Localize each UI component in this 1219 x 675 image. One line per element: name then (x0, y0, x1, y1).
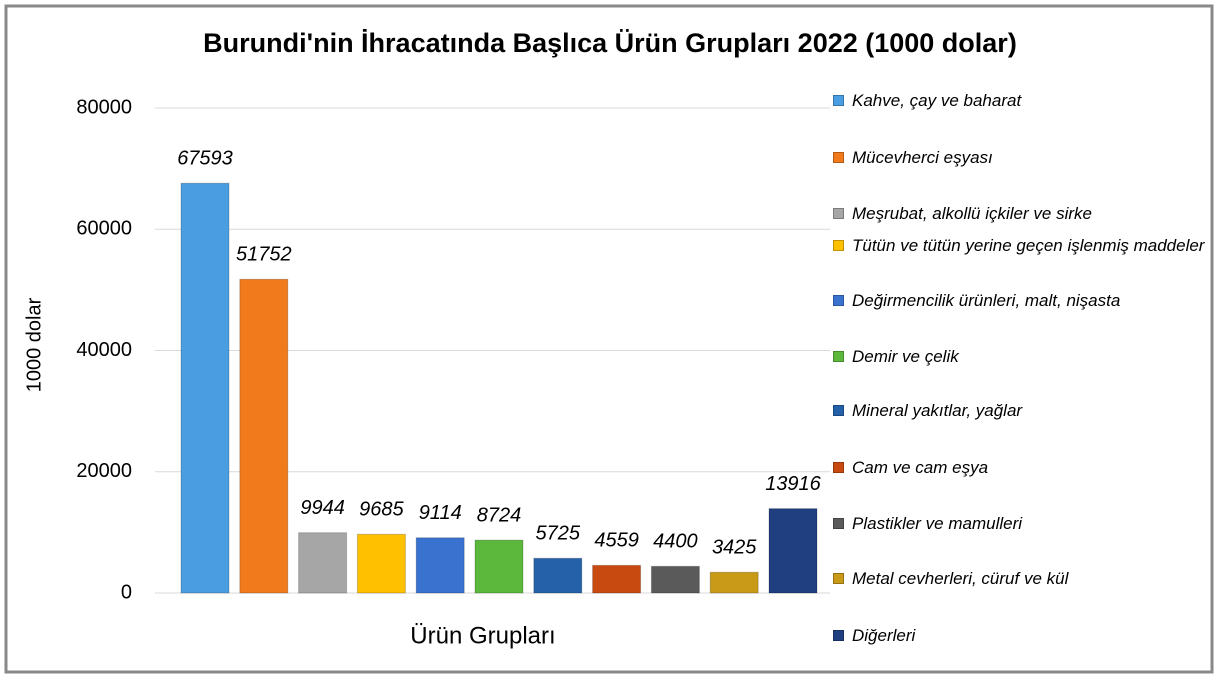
legend-item: Metal cevherleri, cüruf ve kül (833, 566, 1205, 591)
legend-swatch (833, 351, 844, 362)
bar (592, 564, 642, 594)
bar (474, 539, 524, 594)
data-label: 4559 (594, 530, 639, 552)
legend-item: Meşrubat, alkollü içkiler ve sirke (833, 201, 1205, 226)
legend-swatch (833, 573, 844, 584)
legend-item: Kahve, çay ve baharat (833, 88, 1205, 113)
data-label: 4400 (653, 531, 698, 553)
legend-swatch (833, 152, 844, 163)
legend-item: Cam ve cam eşya (833, 455, 1205, 480)
bar (298, 532, 348, 594)
data-label: 8724 (477, 504, 522, 526)
legend-swatch (833, 240, 844, 251)
legend-item: Demir ve çelik (833, 344, 1205, 369)
legend-item: Mücevherci eşyası (833, 145, 1205, 170)
legend-label: Değirmencilik ürünleri, malt, nişasta (852, 291, 1121, 310)
legend-item: Diğerleri (833, 623, 1205, 648)
bar (709, 571, 759, 594)
data-label: 9685 (359, 499, 404, 521)
legend-swatch (833, 462, 844, 473)
legend-swatch (833, 630, 844, 641)
chart-title: Burundi'nin İhracatında Başlıca Ürün Gru… (203, 28, 1017, 58)
legend-label: Cam ve cam eşya (852, 458, 989, 477)
legend-item: Mineral yakıtlar, yağlar (833, 398, 1205, 423)
legend-swatch (833, 518, 844, 529)
bar (533, 557, 583, 594)
y-axis-label: 1000 dolar (23, 297, 45, 392)
legend-label: Metal cevherleri, cüruf ve kül (852, 569, 1069, 588)
data-label: 3425 (712, 537, 757, 559)
bar (768, 508, 818, 594)
y-tick-label: 60000 (76, 218, 132, 240)
legend-label: Tütün ve tütün yerine geçen işlenmiş mad… (852, 236, 1205, 255)
legend-item: Tütün ve tütün yerine geçen işlenmiş mad… (833, 233, 1205, 258)
legend-label: Plastikler ve mamulleri (852, 514, 1023, 533)
data-label: 9944 (300, 497, 345, 519)
legend-label: Diğerleri (852, 626, 916, 645)
legend-label: Meşrubat, alkollü içkiler ve sirke (852, 204, 1092, 223)
bar (239, 278, 289, 594)
legend-swatch (833, 208, 844, 219)
legend-swatch (833, 405, 844, 416)
y-tick-label: 80000 (76, 96, 132, 118)
legend-label: Demir ve çelik (852, 347, 959, 366)
legend-swatch (833, 95, 844, 106)
legend-label: Mineral yakıtlar, yağlar (852, 401, 1023, 420)
data-label: 67593 (177, 147, 233, 169)
y-tick-label: 20000 (76, 460, 132, 482)
bar (356, 533, 406, 594)
x-axis-label: Ürün Grupları (410, 622, 555, 649)
bar (650, 565, 700, 594)
data-label: 5725 (536, 523, 581, 545)
legend-item: Plastikler ve mamulleri (833, 511, 1205, 536)
bar (180, 182, 230, 594)
data-label: 51752 (236, 244, 292, 266)
legend-swatch (833, 295, 844, 306)
bar (415, 537, 465, 594)
legend-item: Değirmencilik ürünleri, malt, nişasta (833, 288, 1205, 313)
legend-label: Kahve, çay ve baharat (852, 91, 1022, 110)
data-label: 9114 (419, 502, 462, 524)
y-tick-label: 0 (121, 581, 132, 603)
data-label: 13916 (765, 473, 821, 495)
y-tick-label: 40000 (76, 339, 132, 361)
legend-label: Mücevherci eşyası (852, 148, 993, 167)
